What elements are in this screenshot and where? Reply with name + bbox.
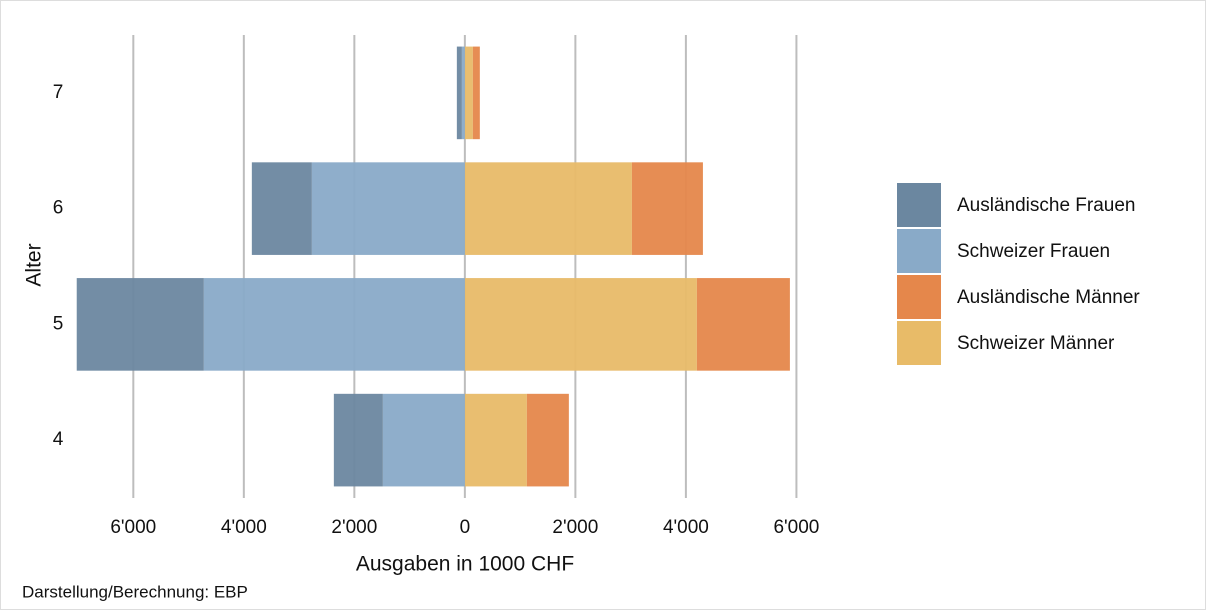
- bar: [464, 162, 632, 255]
- legend-label: Ausländische Männer: [957, 287, 1140, 308]
- bar: [333, 393, 383, 487]
- x-tick-label: 6'000: [110, 517, 156, 538]
- legend-swatch: [897, 275, 941, 319]
- bar: [456, 46, 462, 140]
- legend-swatch: [897, 321, 941, 365]
- bar: [526, 393, 569, 487]
- x-tick-label: 2'000: [552, 517, 598, 538]
- bar: [464, 46, 473, 140]
- bar: [464, 278, 697, 371]
- bar: [382, 393, 465, 487]
- caption: Darstellung/Berechnung: EBP: [22, 582, 248, 601]
- legend-swatch: [897, 229, 941, 273]
- x-tick-label: 0: [460, 517, 471, 538]
- bar: [472, 46, 480, 140]
- legend-label: Schweizer Männer: [957, 333, 1115, 354]
- bar: [696, 278, 790, 371]
- bar: [464, 393, 527, 487]
- bar: [251, 162, 312, 255]
- y-tick-label: 5: [53, 313, 64, 334]
- y-tick-label: 7: [53, 82, 64, 103]
- bar: [311, 162, 465, 255]
- bar: [631, 162, 703, 255]
- y-tick-label: 4: [53, 429, 64, 450]
- x-axis-label: Ausgaben in 1000 CHF: [356, 553, 574, 576]
- y-axis-label: Alter: [23, 243, 46, 286]
- y-tick-label: 6: [53, 198, 64, 219]
- legend-label: Ausländische Frauen: [957, 195, 1136, 216]
- bar: [76, 278, 204, 371]
- legend-label: Schweizer Frauen: [957, 241, 1110, 262]
- bar: [461, 46, 465, 140]
- x-tick-label: 6'000: [773, 517, 819, 538]
- legend-swatch: [897, 183, 941, 227]
- bar: [203, 278, 465, 371]
- x-tick-label: 4'000: [663, 517, 709, 538]
- x-tick-label: 4'000: [221, 517, 267, 538]
- x-tick-label: 2'000: [331, 517, 377, 538]
